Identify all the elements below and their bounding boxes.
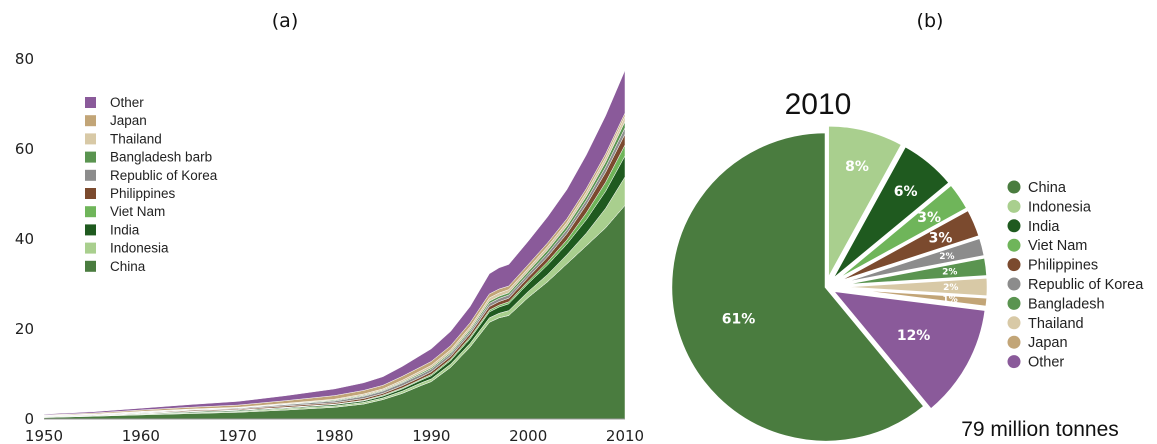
panel-label-a: (a)	[272, 10, 298, 32]
legend-label: Republic of Korea	[110, 168, 218, 183]
pie-slice-japan	[832, 286, 990, 309]
legend-label: Thailand	[110, 131, 162, 146]
pie-legend-swatch	[1007, 219, 1021, 233]
x-tick-label: 1970	[219, 427, 257, 444]
legend-label: India	[110, 222, 140, 237]
area-chart-legend: Other Japan Thailand Bangladesh barb Republi…	[85, 95, 218, 274]
pie-legend-swatch	[1007, 277, 1021, 291]
pie-slice-label: 2%	[939, 252, 954, 262]
pie-legend-swatch	[1007, 258, 1021, 272]
pie-title: 2010	[785, 88, 852, 121]
legend-swatch	[85, 97, 96, 108]
pie-slice-label: 3%	[929, 231, 953, 247]
pie-legend-swatch	[1007, 316, 1021, 330]
pie-legend-label: Bangladesh	[1028, 296, 1105, 312]
pie-slice-label: 61%	[722, 312, 756, 328]
pie-slice-labels: 8% 6% 3% 3% 2% 2% 2% 1% 12% 61%	[722, 159, 959, 344]
legend-swatch	[85, 242, 96, 254]
area-series-other	[43, 70, 626, 416]
pie-legend-swatch	[1007, 355, 1021, 369]
pie-legend-swatch	[1007, 238, 1021, 252]
y-tick-label: 60	[15, 140, 34, 158]
pie-slice-label: 8%	[845, 159, 869, 175]
pie-legend-swatch	[1007, 296, 1021, 310]
pie-legend-label: Japan	[1028, 335, 1068, 351]
legend-label: Philippines	[110, 186, 176, 201]
pie-legend-label: China	[1028, 180, 1067, 196]
legend-swatch	[85, 206, 96, 218]
legend-swatch	[85, 224, 96, 236]
pie-slice-label: 12%	[897, 328, 931, 344]
y-tick-label: 20	[15, 320, 34, 338]
area-chart-axes: 0 20 40 60 80 1950 1960 1970 1980 1990 2000 2010	[15, 50, 644, 444]
y-tick-label: 80	[15, 50, 34, 68]
x-tick-label: 1950	[25, 427, 63, 444]
pie-slice-indonesia	[826, 123, 905, 281]
legend-label: Japan	[110, 113, 147, 128]
legend-label: Other	[110, 95, 144, 110]
legend-label: China	[110, 259, 146, 274]
pie-slice-other	[829, 288, 988, 412]
pie-slice-china	[669, 130, 927, 444]
pie-slice-india	[829, 144, 952, 283]
pie-legend-label: Other	[1028, 355, 1064, 371]
x-tick-label: 1990	[412, 427, 450, 444]
pie-legend-swatch	[1007, 180, 1021, 194]
pie-legend-swatch	[1007, 335, 1021, 349]
pie-slice-label: 2%	[943, 283, 958, 293]
panel-label-b: (b)	[917, 10, 944, 32]
pie-legend-label: Philippines	[1028, 258, 1098, 274]
pie-legend-label: Thailand	[1028, 316, 1084, 332]
pie-slice-label: 2%	[942, 268, 957, 278]
pie-legend-label: Republic of Korea	[1028, 277, 1144, 293]
legend-swatch	[85, 169, 96, 181]
pie-slice-viet-nam	[831, 182, 970, 285]
x-tick-label: 2000	[509, 427, 547, 444]
legend-swatch	[85, 151, 96, 163]
legend-label: Indonesia	[110, 241, 169, 256]
pie-slice-label: 6%	[894, 184, 918, 200]
pie-legend-label: India	[1028, 219, 1060, 235]
pie-chart: 2010 8% 6% 3% 3% 2% 2% 2% 1% 12% 61% China Indones…	[669, 88, 1144, 444]
pie-legend: China Indonesia India Viet Nam Philippines Re…	[1007, 180, 1144, 371]
pie-legend-label: Viet Nam	[1028, 238, 1087, 254]
pie-total-label: 79 million tonnes	[961, 418, 1119, 441]
pie-slice-label: 1%	[943, 295, 958, 305]
pie-slice-label: 3%	[917, 210, 941, 226]
legend-swatch	[85, 133, 96, 145]
y-tick-label: 0	[24, 410, 34, 428]
area-series-layers	[43, 70, 626, 420]
legend-swatch	[85, 115, 96, 127]
legend-label: Bangladesh barb	[110, 150, 212, 165]
pie-slices	[669, 123, 990, 444]
pie-legend-swatch	[1007, 199, 1021, 213]
legend-swatch	[85, 260, 96, 272]
x-tick-label: 2010	[606, 427, 644, 444]
legend-label: Viet Nam	[110, 204, 165, 219]
y-tick-label: 40	[15, 230, 34, 248]
x-tick-label: 1980	[315, 427, 353, 444]
pie-legend-label: Indonesia	[1028, 199, 1092, 215]
x-tick-label: 1960	[122, 427, 160, 444]
stacked-area-chart: 0 20 40 60 80 1950 1960 1970 1980 1990 2000 2010 Ot…	[15, 50, 644, 444]
legend-swatch	[85, 188, 96, 199]
